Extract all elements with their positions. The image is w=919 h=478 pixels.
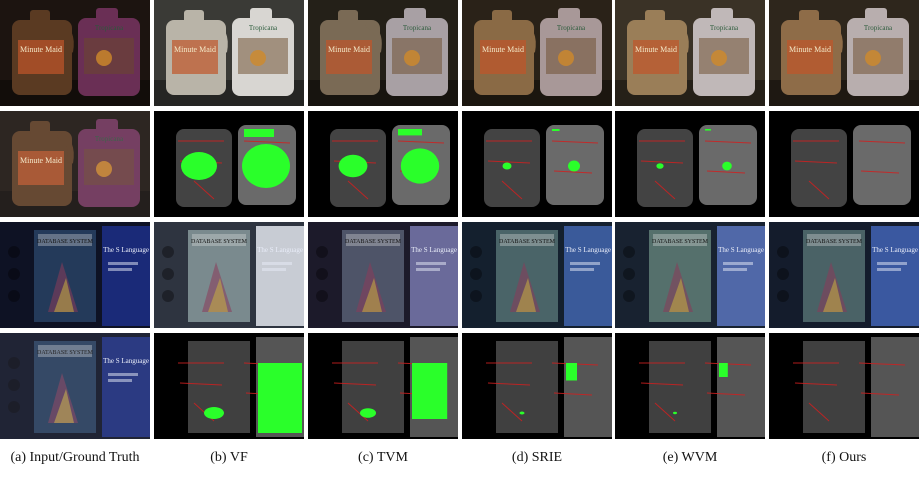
svg-text:Minute Maid: Minute Maid [20, 45, 62, 54]
error-map-tvm-books [308, 333, 458, 439]
scene-picture: Minute Maid Tropicana [0, 0, 150, 106]
svg-text:The S Language: The S Language [103, 246, 149, 254]
result-image-input-juice: Minute Maid Tropicana [0, 0, 150, 106]
result-image-srie-juice: Minute Maid Tropicana [462, 0, 612, 106]
result-image-ours-juice: Minute Maid Tropicana [769, 0, 919, 106]
scene-picture [769, 333, 919, 439]
svg-text:Minute Maid: Minute Maid [789, 45, 831, 54]
error-map-ours-books [769, 333, 919, 439]
caption-ours: (f) Ours [821, 450, 867, 465]
result-image-wvm-books: DATABASE SYSTEM The S Language [615, 222, 765, 328]
scene-picture: DATABASE SYSTEM The S Language [0, 333, 150, 439]
error-map-wvm-books [615, 333, 765, 439]
scene-picture: DATABASE SYSTEM The S Language [462, 222, 612, 328]
scene-picture [615, 333, 765, 439]
result-image-wvm-juice: Minute Maid Tropicana [615, 0, 765, 106]
svg-text:Tropicana: Tropicana [710, 24, 739, 32]
svg-text:DATABASE SYSTEM: DATABASE SYSTEM [37, 239, 94, 245]
svg-text:Minute Maid: Minute Maid [174, 45, 216, 54]
scene-picture: Minute Maid Tropicana [154, 0, 304, 106]
svg-text:Minute Maid: Minute Maid [635, 45, 677, 54]
svg-text:Tropicana: Tropicana [864, 24, 893, 32]
scene-picture: DATABASE SYSTEM The S Language [615, 222, 765, 328]
caption-row: (a) Input/Ground Truth (b) VF (c) TVM (d… [0, 450, 919, 474]
scene-picture: Minute Maid Tropicana [0, 111, 150, 217]
scene-picture: Minute Maid Tropicana [615, 0, 765, 106]
error-map-srie-juice [462, 111, 612, 217]
scene-picture: DATABASE SYSTEM The S Language [0, 222, 150, 328]
scene-picture: Minute Maid Tropicana [462, 0, 612, 106]
svg-text:DATABASE SYSTEM: DATABASE SYSTEM [37, 350, 94, 356]
scene-picture [154, 333, 304, 439]
error-map-input-books: DATABASE SYSTEM The S Language [0, 333, 150, 439]
error-map-vf-juice [154, 111, 304, 217]
scene-picture: DATABASE SYSTEM The S Language [769, 222, 919, 328]
svg-text:DATABASE SYSTEM: DATABASE SYSTEM [652, 239, 709, 245]
scene-picture: DATABASE SYSTEM The S Language [308, 222, 458, 328]
error-map-srie-books [462, 333, 612, 439]
caption-vf: (b) VF [210, 450, 248, 465]
scene-picture [462, 111, 612, 217]
result-image-srie-books: DATABASE SYSTEM The S Language [462, 222, 612, 328]
scene-picture: Minute Maid Tropicana [308, 0, 458, 106]
scene-picture [308, 333, 458, 439]
svg-text:Minute Maid: Minute Maid [20, 156, 62, 165]
svg-text:The S Language: The S Language [411, 246, 457, 254]
result-image-input-books: DATABASE SYSTEM The S Language [0, 222, 150, 328]
comparison-image-grid: Minute Maid Tropicana Minute Maid Tropicana… [0, 0, 919, 439]
svg-text:The S Language: The S Language [565, 246, 611, 254]
error-map-vf-books [154, 333, 304, 439]
error-map-input-juice: Minute Maid Tropicana [0, 111, 150, 217]
result-image-ours-books: DATABASE SYSTEM The S Language [769, 222, 919, 328]
svg-text:DATABASE SYSTEM: DATABASE SYSTEM [345, 239, 402, 245]
svg-text:DATABASE SYSTEM: DATABASE SYSTEM [499, 239, 556, 245]
error-map-tvm-juice [308, 111, 458, 217]
svg-text:Tropicana: Tropicana [403, 24, 432, 32]
scene-picture: DATABASE SYSTEM The S Language [154, 222, 304, 328]
svg-text:Tropicana: Tropicana [249, 24, 278, 32]
scene-picture [154, 111, 304, 217]
scene-picture [462, 333, 612, 439]
caption-srie: (d) SRIE [511, 450, 563, 465]
scene-picture [615, 111, 765, 217]
error-map-ours-juice [769, 111, 919, 217]
scene-picture [769, 111, 919, 217]
svg-text:The S Language: The S Language [872, 246, 918, 254]
result-image-vf-juice: Minute Maid Tropicana [154, 0, 304, 106]
svg-text:The S Language: The S Language [257, 246, 303, 254]
svg-text:DATABASE SYSTEM: DATABASE SYSTEM [191, 239, 248, 245]
result-image-vf-books: DATABASE SYSTEM The S Language [154, 222, 304, 328]
scene-picture [308, 111, 458, 217]
caption-wvm: (e) WVM [662, 450, 718, 465]
svg-text:The S Language: The S Language [718, 246, 764, 254]
result-image-tvm-juice: Minute Maid Tropicana [308, 0, 458, 106]
svg-text:Tropicana: Tropicana [95, 135, 124, 143]
svg-text:Minute Maid: Minute Maid [328, 45, 370, 54]
svg-text:The S Language: The S Language [103, 357, 149, 365]
svg-text:Minute Maid: Minute Maid [482, 45, 524, 54]
result-image-tvm-books: DATABASE SYSTEM The S Language [308, 222, 458, 328]
error-map-wvm-juice [615, 111, 765, 217]
scene-picture: Minute Maid Tropicana [769, 0, 919, 106]
svg-text:DATABASE SYSTEM: DATABASE SYSTEM [806, 239, 863, 245]
svg-text:Tropicana: Tropicana [557, 24, 586, 32]
caption-input: (a) Input/Ground Truth [10, 450, 140, 465]
caption-tvm: (c) TVM [358, 450, 408, 465]
svg-text:Tropicana: Tropicana [95, 24, 124, 32]
